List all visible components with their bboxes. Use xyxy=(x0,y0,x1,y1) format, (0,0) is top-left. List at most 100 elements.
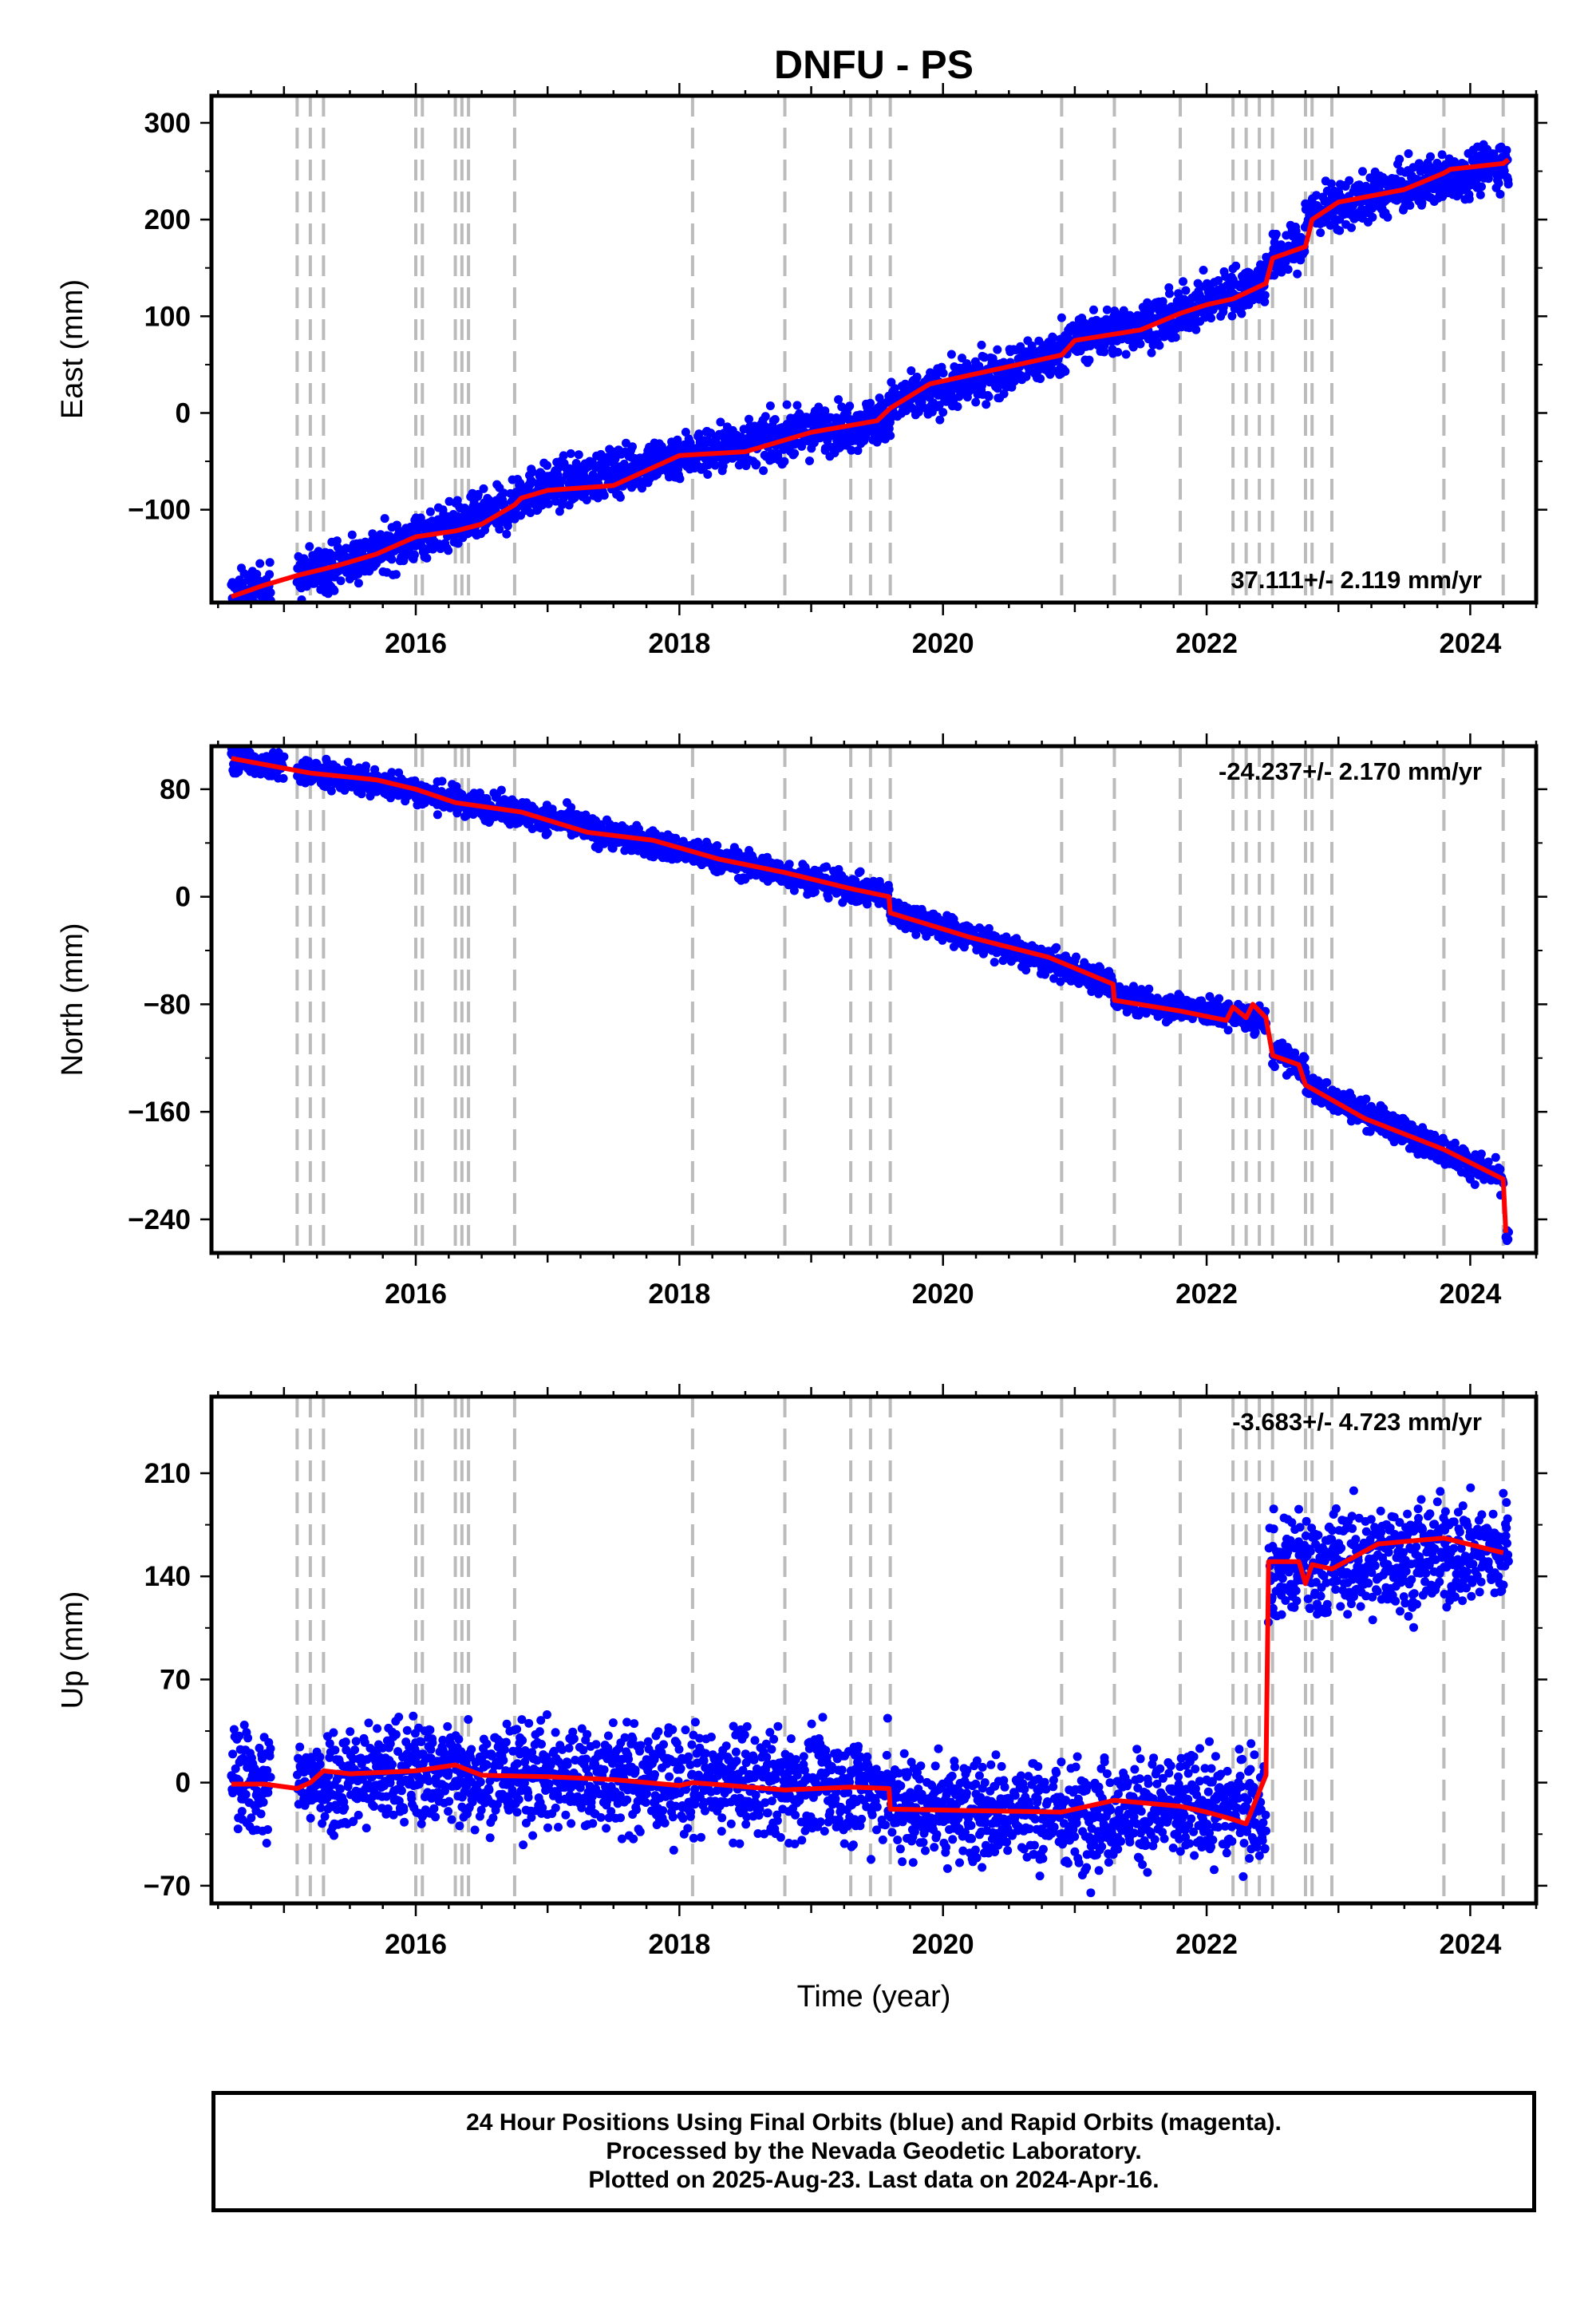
data-point xyxy=(502,529,512,539)
data-point xyxy=(1045,370,1055,379)
data-point xyxy=(437,777,447,786)
data-point xyxy=(527,468,537,476)
data-point xyxy=(1136,339,1145,349)
data-point xyxy=(681,428,690,437)
data-point xyxy=(1271,229,1281,239)
data-point xyxy=(824,893,833,903)
data-point xyxy=(368,529,377,539)
data-point xyxy=(608,844,618,853)
data-point xyxy=(1036,374,1045,383)
data-point xyxy=(425,507,435,516)
data-point xyxy=(391,570,401,579)
data-point xyxy=(820,444,830,453)
data-point xyxy=(499,488,508,498)
data-point xyxy=(1260,297,1270,306)
data-point xyxy=(547,804,557,814)
y-tick-label: 100 xyxy=(144,301,191,332)
data-point xyxy=(433,810,442,820)
plot-frame xyxy=(209,93,1539,605)
data-point xyxy=(993,384,1002,393)
data-point xyxy=(279,773,288,783)
data-point xyxy=(332,536,342,546)
data-point xyxy=(886,431,895,441)
data-point xyxy=(255,559,265,568)
data-point xyxy=(377,553,387,563)
data-point xyxy=(1165,289,1174,298)
data-point xyxy=(1417,198,1427,207)
data-point xyxy=(1291,227,1301,236)
data-point xyxy=(1155,341,1164,350)
data-point xyxy=(1100,347,1109,357)
data-point xyxy=(1191,325,1201,334)
data-point xyxy=(1096,963,1105,973)
data-point xyxy=(1260,290,1270,300)
data-point xyxy=(314,547,323,556)
data-point xyxy=(343,757,353,767)
data-point xyxy=(866,398,875,408)
data-point xyxy=(789,886,799,895)
data-point xyxy=(1193,279,1203,288)
data-point xyxy=(1335,226,1345,235)
data-point xyxy=(938,369,948,378)
x-tick-label: 2020 xyxy=(912,628,974,659)
data-point xyxy=(265,570,275,579)
data-point xyxy=(907,366,916,375)
data-point xyxy=(305,542,314,551)
data-point xyxy=(1495,189,1505,199)
data-point xyxy=(250,612,259,621)
data-point xyxy=(1231,261,1241,271)
data-point xyxy=(710,460,720,470)
data-point xyxy=(1476,190,1485,200)
data-point xyxy=(1283,265,1293,275)
data-point xyxy=(622,438,630,448)
data-point xyxy=(543,828,552,838)
data-point xyxy=(1052,943,1061,952)
data-point xyxy=(805,456,814,465)
data-point xyxy=(1494,179,1503,188)
data-point xyxy=(628,442,637,452)
data-point xyxy=(1326,179,1336,188)
data-point xyxy=(673,435,682,445)
data-point xyxy=(347,530,357,539)
model-fit-line xyxy=(230,157,1511,599)
data-point xyxy=(627,461,637,471)
data-point xyxy=(1084,355,1094,365)
x-tick-label: 2018 xyxy=(648,628,710,659)
data-point xyxy=(984,392,994,401)
data-point xyxy=(1179,277,1187,287)
data-point xyxy=(993,345,1002,354)
data-point xyxy=(555,507,564,516)
data-point xyxy=(861,432,871,441)
data-point xyxy=(1159,332,1169,342)
x-axis: 2016 2018 2020 2022 2024 xyxy=(217,83,1538,659)
data-point xyxy=(770,415,780,424)
data-point xyxy=(962,359,972,369)
data-point xyxy=(946,350,956,359)
data-point xyxy=(784,860,794,869)
data-point xyxy=(230,611,239,620)
data-point xyxy=(834,395,843,405)
data-point xyxy=(574,450,583,460)
data-point xyxy=(1214,276,1223,285)
data-point xyxy=(999,389,1009,398)
data-point xyxy=(938,408,948,417)
data-point xyxy=(1121,350,1131,359)
data-point xyxy=(1483,174,1493,184)
data-point xyxy=(266,588,275,598)
data-point xyxy=(760,412,770,421)
data-point xyxy=(1405,200,1415,210)
data-point xyxy=(1503,180,1513,189)
data-point xyxy=(361,761,370,771)
x-tick-label: 2016 xyxy=(385,628,447,659)
data-point xyxy=(780,456,789,466)
data-point xyxy=(752,460,761,468)
data-point xyxy=(1477,182,1486,192)
data-point xyxy=(1282,231,1291,240)
data-point xyxy=(582,496,591,504)
data-point xyxy=(479,484,488,493)
data-point xyxy=(703,470,713,479)
data-point xyxy=(422,553,432,563)
data-point xyxy=(232,609,241,618)
